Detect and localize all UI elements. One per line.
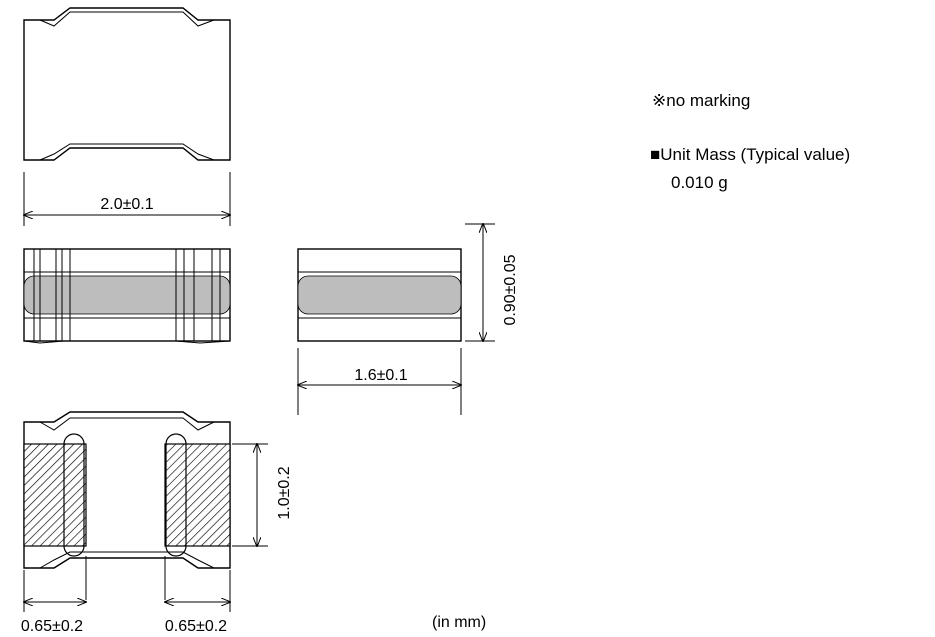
dimension-side-width [298, 348, 461, 415]
note-units: (in mm) [432, 614, 486, 631]
label-pad-right-width: 0.65±0.2 [165, 618, 227, 635]
label-top-width: 2.0±0.1 [100, 196, 153, 213]
dimension-pad-height [232, 444, 268, 546]
front-view [23, 248, 231, 344]
note-marking: ※no marking [652, 91, 750, 110]
top-view [23, 7, 231, 161]
label-side-width: 1.6±0.1 [354, 367, 407, 384]
side-view [297, 248, 462, 342]
dimension-side-height [465, 224, 495, 341]
label-pad-height: 1.0±0.2 [276, 466, 293, 519]
bottom-view [23, 411, 231, 600]
note-unit-mass-value: 0.010 g [671, 173, 728, 192]
label-side-height: 0.90±0.05 [502, 254, 519, 325]
dimension-top-width [24, 172, 230, 226]
dimension-pad-widths [24, 570, 230, 612]
note-unit-mass-label: ■Unit Mass (Typical value) [650, 145, 850, 164]
label-pad-left-width: 0.65±0.2 [21, 618, 83, 635]
